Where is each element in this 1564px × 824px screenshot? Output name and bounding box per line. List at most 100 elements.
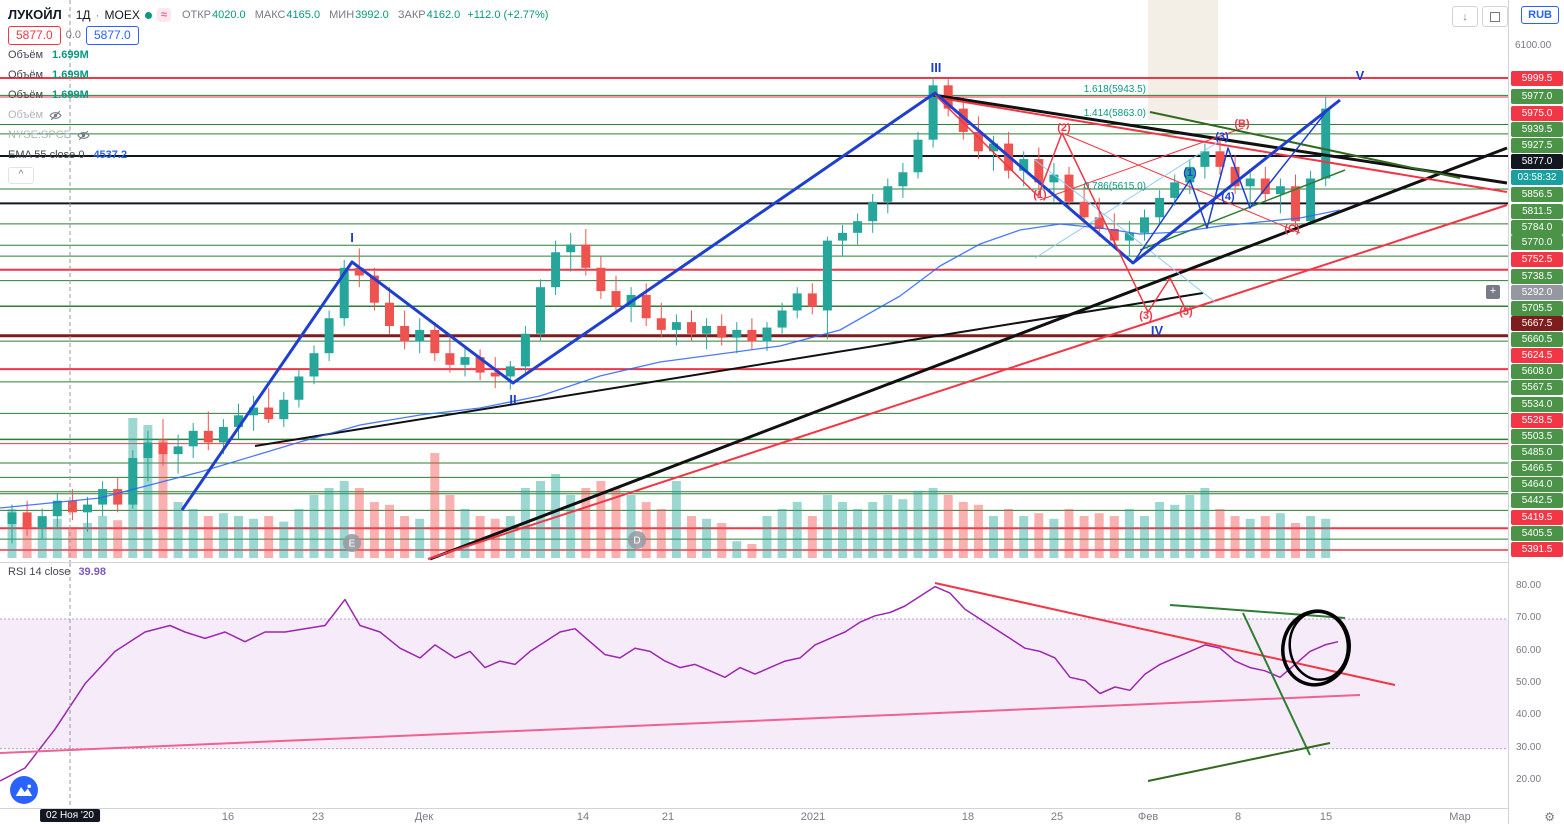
indicator-row-volume-3[interactable]: Объём 1.699M <box>8 85 548 105</box>
candle-body <box>445 353 455 365</box>
trendline-rsi-support-pink[interactable] <box>0 694 1361 754</box>
highlight-band <box>1148 0 1218 120</box>
trendline-rsi-resistance-red[interactable] <box>934 582 1396 686</box>
exchange-label: MOEX <box>104 8 140 22</box>
candle-body <box>671 322 681 330</box>
trendline-rsi-green-2[interactable] <box>1242 612 1311 756</box>
tradingview-logo[interactable] <box>10 776 38 804</box>
volume-bar <box>551 474 561 558</box>
drawing-anchor-badge[interactable] <box>343 534 361 552</box>
indicator-row-spce-hidden[interactable]: NYSE:SPCE <box>8 125 548 145</box>
price-axis-label: 03:58:32 <box>1511 170 1563 185</box>
close-value: 4162.0 <box>426 9 461 21</box>
open-value: 4020.0 <box>211 9 246 21</box>
volume-bar <box>1170 504 1180 558</box>
trendline-wedge-red-1[interactable] <box>1061 132 1301 234</box>
bid-price-button[interactable]: 5877.0 <box>8 25 61 45</box>
trendline-wedge-blue-1[interactable] <box>1034 159 1216 303</box>
indicator-row-volume-hidden[interactable]: Объём <box>8 105 548 125</box>
trendline-green-diag-1[interactable] <box>1139 169 1346 251</box>
add-alert-plus-button[interactable]: + <box>1486 285 1500 299</box>
price-axis-label: 5877.0 <box>1511 154 1563 169</box>
interval-label[interactable]: 1Д <box>75 8 91 22</box>
candle-body <box>354 267 364 276</box>
candle-body <box>868 201 878 222</box>
axis-settings-gear-icon[interactable]: ⚙ <box>1544 810 1555 824</box>
ema-55-line[interactable] <box>0 209 1341 509</box>
elliott-wave-sub-red[interactable] <box>934 94 1187 313</box>
price-axis-label: 5624.5 <box>1511 348 1563 363</box>
elliott-wave-sub-blue[interactable] <box>1132 111 1327 264</box>
candle-body <box>1185 166 1195 183</box>
close-label: ЗАКР <box>397 9 426 21</box>
ask-price-button[interactable]: 5877.0 <box>86 25 139 45</box>
rsi-pane[interactable] <box>0 562 1508 808</box>
indicator-label: Объём <box>8 109 44 121</box>
indicator-row-volume-2[interactable]: Объём 1.699M <box>8 65 548 85</box>
volume-bar <box>792 502 802 558</box>
indicator-row-ema[interactable]: EMA 55 close 0 4537.2 <box>8 145 548 165</box>
trendline-support-red[interactable] <box>427 204 1508 560</box>
volume-bar <box>671 481 681 558</box>
high-value: 4165.0 <box>286 9 321 21</box>
candle-body <box>913 139 923 173</box>
trendline-wedge-red-2[interactable] <box>1039 127 1244 201</box>
eye-off-icon[interactable] <box>76 129 91 142</box>
volume-bar <box>203 516 213 558</box>
rsi-band <box>0 619 1508 749</box>
time-axis-label: 25 <box>1050 811 1064 823</box>
indicator-row-volume-1[interactable]: Объём 1.699M <box>8 45 548 65</box>
volume-bar <box>1245 518 1255 558</box>
price-axis-label: 5856.5 <box>1511 187 1563 202</box>
rsi-value: 39.98 <box>78 566 106 578</box>
trendline-rsi-green-3[interactable] <box>1147 742 1331 782</box>
trendline-green-diag-2[interactable] <box>1149 111 1461 179</box>
volume-bar <box>1019 516 1029 558</box>
price-axis-label: 5292.0 <box>1511 285 1563 300</box>
volume-bar <box>98 516 108 558</box>
candle-body <box>505 366 515 377</box>
legend-collapse-button[interactable]: ^ <box>8 166 34 184</box>
volume-bar <box>460 509 470 558</box>
price-axis-label: 5442.5 <box>1511 493 1563 508</box>
rsi-axis-tick: 20.00 <box>1516 774 1542 785</box>
trendline-resistance-red[interactable] <box>939 97 1508 193</box>
elliott-wave-main[interactable] <box>180 91 1341 511</box>
wave-label: (2) <box>1057 122 1071 134</box>
symbol-row[interactable]: ЛУКОЙЛ · 1Д · MOEX ≈ ОТКР4020.0 МАКС4165… <box>8 5 548 25</box>
trendline-rsi-green-1[interactable] <box>1169 604 1346 619</box>
candle-body <box>792 293 802 311</box>
volume-bar <box>1034 513 1044 558</box>
trendline-wedge-blue-2[interactable] <box>1034 141 1219 259</box>
candle-body <box>143 442 153 458</box>
eye-off-icon[interactable] <box>48 109 63 122</box>
trendline-mid-black[interactable] <box>254 292 1204 447</box>
time-axis-label: 15 <box>1319 811 1333 823</box>
candle-body <box>1306 178 1316 222</box>
volume-bar <box>490 518 500 558</box>
candle-body <box>67 500 77 513</box>
time-axis-label: 21 <box>661 811 675 823</box>
candle-body <box>309 353 319 377</box>
price-axis[interactable]: RUB 6100.00 ⚙ 5999.5 5977.0 5975.0 5939.5 59… <box>1508 0 1564 824</box>
drawing-anchor-badge[interactable] <box>628 531 646 549</box>
time-axis[interactable]: 16 23 Дек 14 21 2021 18 25 Фев 8 15 Мар 02 Ноя '20 <box>0 808 1508 824</box>
maximize-pane-button[interactable] <box>1482 6 1508 27</box>
volume-bar <box>943 495 953 558</box>
price-axis-label: 5391.5 <box>1511 542 1563 557</box>
volume-bar <box>1185 495 1195 558</box>
scroll-to-recent-button[interactable]: ↓ <box>1452 6 1478 27</box>
indicator-label: EMA 55 close 0 <box>8 149 85 161</box>
price-axis-label: 5770.0 <box>1511 235 1563 250</box>
trendline-support-black[interactable] <box>429 146 1508 561</box>
candle-body <box>1019 159 1029 171</box>
candle-body <box>1321 108 1331 179</box>
candle-body <box>551 252 561 288</box>
currency-toggle-button[interactable]: RUB <box>1521 6 1559 24</box>
candle-body <box>520 333 530 367</box>
price-axis-label: 5939.5 <box>1511 122 1563 137</box>
candle-body <box>1230 166 1240 187</box>
fib-level-label: 1.414(5863.0) <box>1084 108 1146 119</box>
rsi-legend-row[interactable]: RSI 14 close 39.98 <box>8 566 106 578</box>
